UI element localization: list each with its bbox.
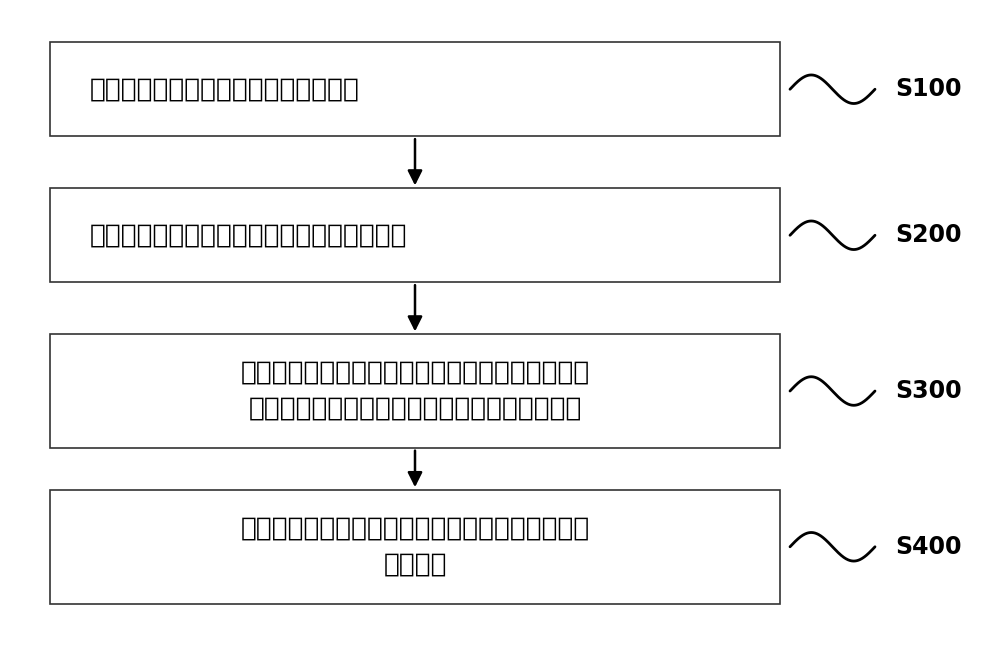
Text: S400: S400 [895, 535, 962, 559]
Text: 依据几何参数构建光纤预制棒的几何仿真模型: 依据几何参数构建光纤预制棒的几何仿真模型 [90, 222, 408, 249]
Text: 响应于选择指令，依据选择指令对计算结果进行可
视化处理: 响应于选择指令，依据选择指令对计算结果进行可 视化处理 [240, 516, 590, 578]
Text: 获取光纤预制棒的几何参数及材料参数: 获取光纤预制棒的几何参数及材料参数 [90, 76, 360, 103]
Text: S200: S200 [895, 223, 962, 247]
Bar [50, 42, 780, 136]
Bar [50, 334, 780, 448]
Text: S300: S300 [895, 379, 962, 403]
Bar [50, 490, 780, 604]
Text: 基于几何仿真模型，依据材料参数对光纤预制棒的
一次拉伸工艺中各物理场进行耦合瞬态模拟计算: 基于几何仿真模型，依据材料参数对光纤预制棒的 一次拉伸工艺中各物理场进行耦合瞬态… [240, 360, 590, 422]
Bar [50, 188, 780, 282]
Text: S100: S100 [895, 77, 962, 101]
